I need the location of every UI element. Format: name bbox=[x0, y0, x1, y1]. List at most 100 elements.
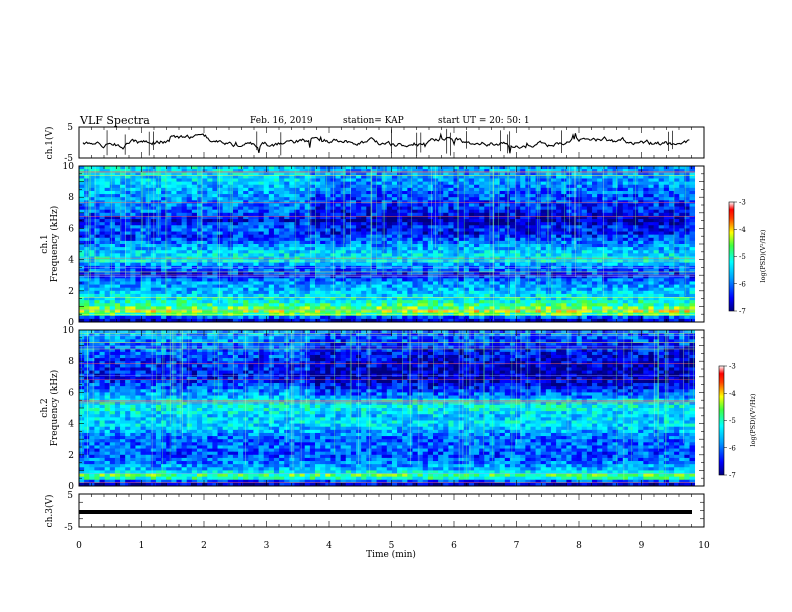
spectrogram-cell bbox=[520, 209, 526, 214]
spectrogram-cell bbox=[658, 244, 665, 248]
spectrogram-cell bbox=[576, 287, 583, 292]
spectrogram-cell bbox=[581, 181, 588, 186]
spectrogram-cell bbox=[325, 222, 331, 226]
spectrogram-cell bbox=[186, 268, 193, 273]
spectrogram-cell bbox=[217, 184, 224, 189]
spectrogram-cell bbox=[479, 169, 485, 173]
spectrogram-cell bbox=[474, 175, 480, 179]
spectrogram-cell bbox=[391, 194, 398, 198]
spectrogram-cell bbox=[299, 187, 306, 192]
spectrogram-cell bbox=[140, 203, 147, 207]
spectrogram-cell bbox=[99, 281, 106, 285]
spectrogram-cell bbox=[597, 175, 603, 179]
spectrogram-cell bbox=[520, 278, 526, 282]
spectrogram-cell bbox=[222, 203, 229, 207]
spectrogram-cell bbox=[638, 172, 644, 176]
spectrogram-cell bbox=[361, 197, 367, 201]
spectrogram-cell bbox=[253, 231, 259, 236]
spectrogram-cell bbox=[109, 184, 116, 189]
spectrogram-cell bbox=[196, 166, 203, 170]
spectrogram-cell bbox=[556, 175, 562, 179]
spectrogram-cell bbox=[120, 228, 126, 232]
spectrogram-cell bbox=[643, 268, 649, 273]
spectrogram-cell bbox=[474, 250, 480, 254]
spectrogram-cell bbox=[684, 281, 690, 285]
spectrogram-cell bbox=[314, 237, 321, 242]
spectrogram-cell bbox=[402, 175, 408, 179]
spectrogram-cell bbox=[448, 272, 454, 276]
spectrogram-cell bbox=[391, 225, 398, 229]
spectrogram-cell bbox=[438, 281, 444, 285]
spectrogram-cell bbox=[263, 231, 270, 236]
spectrogram-cell bbox=[402, 240, 408, 245]
spectrogram-cell bbox=[350, 272, 357, 276]
spectrogram-cell bbox=[612, 234, 619, 239]
spectrogram-cell bbox=[607, 172, 613, 176]
spectrogram-cell bbox=[622, 215, 629, 220]
spectrogram-cell bbox=[109, 287, 116, 292]
spectrogram-cell bbox=[658, 209, 665, 214]
spectrogram-cell bbox=[243, 231, 249, 236]
spectrogram-cell bbox=[289, 234, 295, 239]
spectrogram-cell bbox=[556, 250, 562, 254]
spectrogram-cell bbox=[212, 206, 218, 211]
spectrogram-cell bbox=[94, 259, 100, 264]
spectrogram-cell bbox=[222, 212, 229, 217]
spectrogram-cell bbox=[289, 203, 295, 207]
spectrogram-cell bbox=[386, 231, 393, 236]
spectrogram-cell bbox=[114, 187, 121, 192]
spectrogram-cell bbox=[509, 262, 516, 267]
spectrogram-cell bbox=[279, 225, 285, 229]
spectrogram-cell bbox=[443, 184, 449, 189]
spectrogram-cell bbox=[217, 215, 224, 220]
spectrogram-cell bbox=[391, 190, 398, 195]
spectrogram-cell bbox=[479, 225, 485, 229]
spectrogram-cell bbox=[120, 200, 126, 204]
spectrogram-cell bbox=[140, 278, 147, 282]
spectrogram-cell bbox=[186, 206, 193, 211]
spectrogram-cell bbox=[207, 212, 213, 217]
spectrogram-cell bbox=[386, 244, 393, 248]
spectrogram-cell bbox=[161, 253, 167, 257]
spectrogram-cell bbox=[499, 212, 506, 217]
spectrogram-cell bbox=[556, 215, 562, 220]
spectrogram-cell bbox=[576, 184, 583, 189]
spectrogram-cell bbox=[89, 181, 95, 186]
spectrogram-cell bbox=[335, 234, 342, 239]
spectrogram-cell bbox=[602, 244, 608, 248]
spectrogram-cell bbox=[535, 268, 542, 273]
spectrogram-cell bbox=[684, 212, 690, 217]
spectrogram-cell bbox=[668, 209, 675, 214]
spectrogram-cell bbox=[89, 203, 95, 207]
spectrogram-cell bbox=[479, 200, 485, 204]
spectrogram-cell bbox=[602, 259, 608, 264]
spectrogram-cell bbox=[468, 172, 475, 176]
spectrogram-cell bbox=[114, 203, 121, 207]
spectrogram-cell bbox=[643, 259, 649, 264]
spectrogram-cell bbox=[633, 287, 639, 292]
spectrogram-cell bbox=[89, 215, 95, 220]
spectrogram-cell bbox=[207, 284, 213, 289]
spectrogram-cell bbox=[376, 262, 383, 267]
spectrogram-cell bbox=[166, 215, 172, 220]
spectrogram-cell bbox=[232, 169, 239, 173]
spectrogram-cell bbox=[474, 178, 480, 182]
spectrogram-cell bbox=[684, 278, 690, 282]
spectrogram-cell bbox=[689, 240, 696, 245]
spectrogram-cell bbox=[602, 222, 608, 226]
spectrogram-cell bbox=[279, 244, 285, 248]
spectrogram-cell bbox=[166, 272, 172, 276]
spectrogram-cell bbox=[243, 281, 249, 285]
spectrogram-cell bbox=[581, 262, 588, 267]
spectrogram-cell bbox=[294, 215, 300, 220]
spectrogram-cell bbox=[668, 250, 675, 254]
spectrogram-cell bbox=[561, 250, 567, 254]
spectrogram-cell bbox=[253, 259, 259, 264]
spectrogram-cell bbox=[294, 184, 300, 189]
spectrogram-cell bbox=[427, 175, 434, 179]
spectrogram-cell bbox=[248, 225, 254, 229]
spectrogram-cell bbox=[515, 209, 521, 214]
spectrogram-cell bbox=[284, 240, 290, 245]
spectrogram-cell bbox=[243, 284, 249, 289]
spectrogram-cell bbox=[679, 262, 685, 267]
